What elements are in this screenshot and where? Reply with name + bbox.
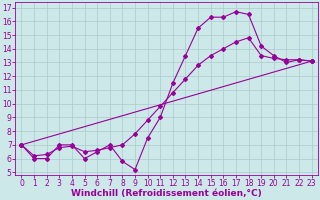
X-axis label: Windchill (Refroidissement éolien,°C): Windchill (Refroidissement éolien,°C) bbox=[71, 189, 262, 198]
